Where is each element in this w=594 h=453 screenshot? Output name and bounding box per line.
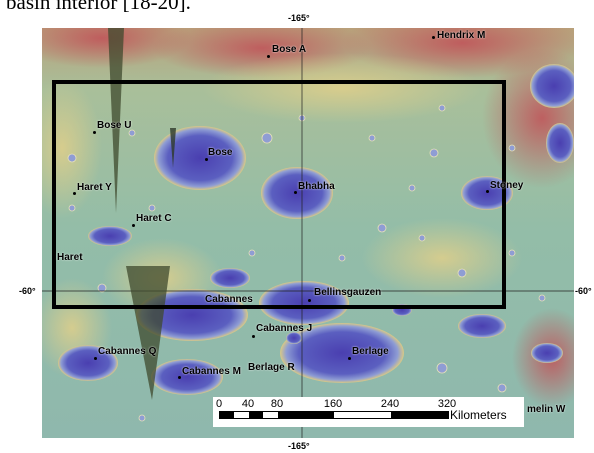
feature-label: Bellinsgauzen — [308, 287, 382, 302]
feature-name: Berlage — [352, 346, 389, 357]
feature-marker-dot — [294, 191, 297, 194]
feature-label: Hendrix M — [432, 30, 486, 41]
feature-label: Haret C — [132, 213, 172, 227]
feature-marker-dot — [486, 190, 489, 193]
feature-label: Bhabha — [294, 181, 335, 194]
feature-name: Berlage R — [248, 362, 295, 373]
caption-text: basin interior [18-20]. — [6, 0, 191, 14]
feature-label: Bose — [205, 147, 233, 161]
feature-label: Berlage R — [248, 362, 295, 373]
scale-tick-label: 160 — [323, 398, 343, 410]
scale-segment — [220, 412, 234, 418]
scale-tick-label: 80 — [270, 398, 284, 410]
feature-marker-dot — [73, 192, 76, 195]
feature-label: Cabannes Q — [94, 346, 157, 360]
feature-label: Haret Y — [73, 182, 112, 195]
feature-label: Cabannes — [201, 294, 253, 308]
scale-unit-label: Kilometers — [450, 408, 507, 422]
scale-bar-graphic — [219, 411, 449, 419]
feature-name: Cabannes M — [182, 366, 241, 377]
longitude-label-top: -165° — [288, 13, 310, 23]
feature-label: melin W — [527, 404, 565, 415]
feature-marker-dot — [308, 299, 311, 302]
feature-name: Stoney — [490, 180, 524, 191]
elevation-map-image — [42, 28, 574, 438]
scale-segment — [391, 412, 448, 418]
feature-marker-dot — [432, 36, 435, 39]
feature-name: Haret — [57, 252, 83, 263]
longitude-label-bottom: -165° — [288, 441, 310, 451]
feature-label: Cabannes J — [252, 323, 313, 338]
feature-marker-dot — [348, 357, 351, 360]
feature-label: Cabannes M — [178, 366, 241, 379]
feature-marker-dot — [201, 305, 204, 308]
scale-tick-label: 320 — [437, 398, 457, 410]
feature-name: Haret Y — [77, 182, 112, 193]
feature-label: Bose A — [267, 44, 307, 58]
latitude-label-right: -60° — [575, 286, 592, 296]
scale-tick-label: 40 — [241, 398, 255, 410]
feature-marker-dot — [252, 335, 255, 338]
feature-marker-dot — [93, 131, 96, 134]
feature-name: Cabannes J — [256, 323, 313, 334]
feature-name: Cabannes — [205, 294, 253, 305]
feature-name: Hendrix M — [437, 30, 486, 41]
feature-name: Bose U — [97, 120, 132, 131]
feature-label: Stoney — [486, 180, 524, 193]
scale-tick-label: 240 — [380, 398, 400, 410]
latitude-label-left: -60° — [19, 286, 36, 296]
feature-name: Haret C — [136, 213, 172, 224]
feature-marker-dot — [94, 357, 97, 360]
feature-name: Bose — [208, 147, 233, 158]
feature-name: Bhabha — [298, 181, 335, 192]
feature-marker-dot — [178, 376, 181, 379]
study-area-box — [52, 80, 506, 309]
feature-label: Berlage — [348, 346, 389, 360]
feature-label: Bose U — [93, 120, 132, 134]
feature-name: Bellinsgauzen — [314, 287, 382, 298]
elevation-map — [42, 28, 574, 438]
feature-marker-dot — [132, 224, 135, 227]
feature-label: Haret — [57, 252, 83, 263]
feature-name: Bose A — [272, 44, 307, 55]
feature-marker-dot — [267, 55, 270, 58]
feature-name: Cabannes Q — [98, 346, 157, 357]
scale-segment — [278, 412, 334, 418]
scale-bar: 0 40 80 160 240 320 Kilometers — [213, 397, 524, 427]
scale-tick-label: 0 — [215, 398, 223, 410]
scale-segment — [249, 412, 263, 418]
feature-marker-dot — [205, 158, 208, 161]
feature-name: melin W — [527, 404, 566, 415]
